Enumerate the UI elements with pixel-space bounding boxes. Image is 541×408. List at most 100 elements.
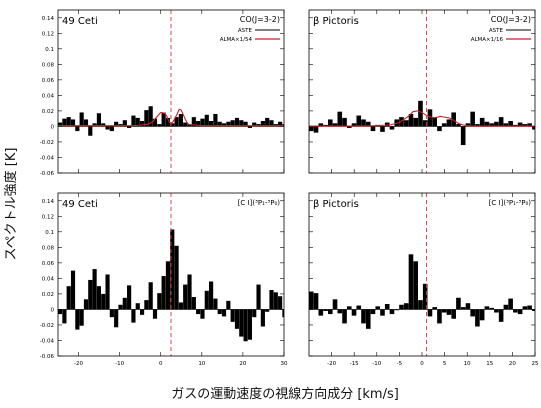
spectrum-bar <box>475 124 480 127</box>
x-tick-label: -10 <box>115 361 124 367</box>
spectrum-bar <box>230 309 235 322</box>
spectrum-bar <box>183 122 188 127</box>
spectrum-bar <box>269 290 274 310</box>
y-tick-label: 0.08 <box>42 62 55 68</box>
spectrum-bar <box>494 121 499 127</box>
spectrum-bar <box>465 123 471 127</box>
spectrum-bar <box>384 122 390 127</box>
spectrum-bar <box>389 126 395 130</box>
y-tick-label: 0 <box>51 124 55 130</box>
spectrum-bar <box>152 309 158 319</box>
spectrum-bar <box>508 120 513 127</box>
y-tick-label: 0.12 <box>42 214 54 220</box>
y-tick-label: 0.08 <box>42 245 55 251</box>
spectrum-bar <box>318 309 324 316</box>
spectrum-bar <box>517 122 523 127</box>
y-tick-label: 0.12 <box>42 31 54 37</box>
spectrum-bar <box>427 309 433 317</box>
spectrum-bar <box>109 309 114 318</box>
spectrum-bar <box>88 126 93 136</box>
panel-line-label: [C I](³P₁-³P₀) <box>238 199 281 207</box>
legend: ASTE ALMA×1/16 <box>471 28 531 43</box>
spectrum-bar <box>92 269 97 310</box>
spectrum-bar <box>200 118 205 127</box>
spectrum-bar <box>282 309 284 318</box>
spectrum-bar <box>460 126 466 146</box>
legend-entry-alma: ALMA×1/16 <box>471 37 504 43</box>
y-tick-label: 0.14 <box>42 199 55 205</box>
spectrum-bar <box>370 126 376 132</box>
spectrum-bar <box>532 309 535 311</box>
spectrum-bar <box>479 309 485 321</box>
spectrum-bar <box>498 117 504 127</box>
spectrum-bar <box>351 309 357 316</box>
spectrum-bar <box>342 117 347 127</box>
spectrum-bar <box>127 126 132 128</box>
spectrum-bar <box>527 305 532 310</box>
spectrum-bar <box>380 309 385 316</box>
spectrum-bar <box>247 126 253 128</box>
spectrum-bar <box>260 309 265 327</box>
spectrum-bar <box>522 306 528 310</box>
spectrum-bar <box>346 126 352 128</box>
spectrum-bar <box>247 309 253 340</box>
spectrum-bar <box>332 123 338 127</box>
spectrum-bar <box>484 306 490 310</box>
spectrum-bar <box>165 261 171 310</box>
spectrum-bar <box>470 309 475 317</box>
spectrum-bar <box>437 126 442 132</box>
spectrum-bar <box>209 281 214 310</box>
spectrum-bar <box>148 106 153 127</box>
spectrum-bar <box>446 309 452 315</box>
x-tick-label: -20 <box>327 361 336 367</box>
spectrum-bar <box>389 309 395 315</box>
panel-object-label: 49 Ceti <box>62 199 98 210</box>
y-tick-label: 0.06 <box>42 261 55 267</box>
spectrum-bar <box>243 121 248 127</box>
spectrum-bar <box>96 113 101 127</box>
spectrum-bar <box>66 286 71 310</box>
spectrum-bar <box>174 245 179 310</box>
spectrum-bar <box>441 309 447 313</box>
spectrum-bar <box>70 270 76 310</box>
spectrum-bar <box>144 110 149 127</box>
spectrum-bar <box>503 123 509 127</box>
plot-frame <box>57 192 285 357</box>
spectrum-bar <box>66 117 71 127</box>
legend-entry-aste: ASTE <box>238 28 253 34</box>
spectrum-bar <box>217 309 222 315</box>
x-tick-label: 0 <box>420 361 424 367</box>
spectrum-bar <box>148 282 153 310</box>
spectrum-bar <box>475 309 480 327</box>
spectrum-bar <box>139 120 145 127</box>
spectrum-bar <box>75 309 80 330</box>
y-tick-label: -0.02 <box>40 323 54 329</box>
spectrum-bar <box>351 123 357 127</box>
spectrum-bar <box>58 122 63 127</box>
spectrum-bar <box>226 121 231 127</box>
x-tick-label: 20 <box>239 361 246 367</box>
y-tick-label: 0.02 <box>42 109 54 115</box>
spectrum-bar <box>62 309 67 324</box>
spectrum-bar <box>361 119 366 127</box>
y-tick-label: 0.02 <box>42 292 54 298</box>
spectrum-bar <box>313 126 319 133</box>
alma-model-line <box>58 108 284 127</box>
spectrum-bar <box>422 120 428 127</box>
spectrum-bar <box>451 309 456 319</box>
spectrum-bar <box>213 298 218 310</box>
spectrum-bar <box>122 297 127 310</box>
spectrum-bar <box>365 121 371 127</box>
y-tick-label: -0.06 <box>40 354 55 360</box>
spectrum-bar <box>418 300 423 310</box>
spectrum-bar <box>346 306 352 310</box>
y-tick-label: 0.14 <box>42 16 55 22</box>
spectrum-bar <box>394 309 400 311</box>
spectrum-bar <box>479 117 485 127</box>
spectrum-bar <box>221 309 227 317</box>
spectrum-bar <box>58 309 63 315</box>
spectrum-bar <box>456 297 461 310</box>
spectrum-bar <box>204 290 209 310</box>
spectrum-bar <box>109 126 114 132</box>
